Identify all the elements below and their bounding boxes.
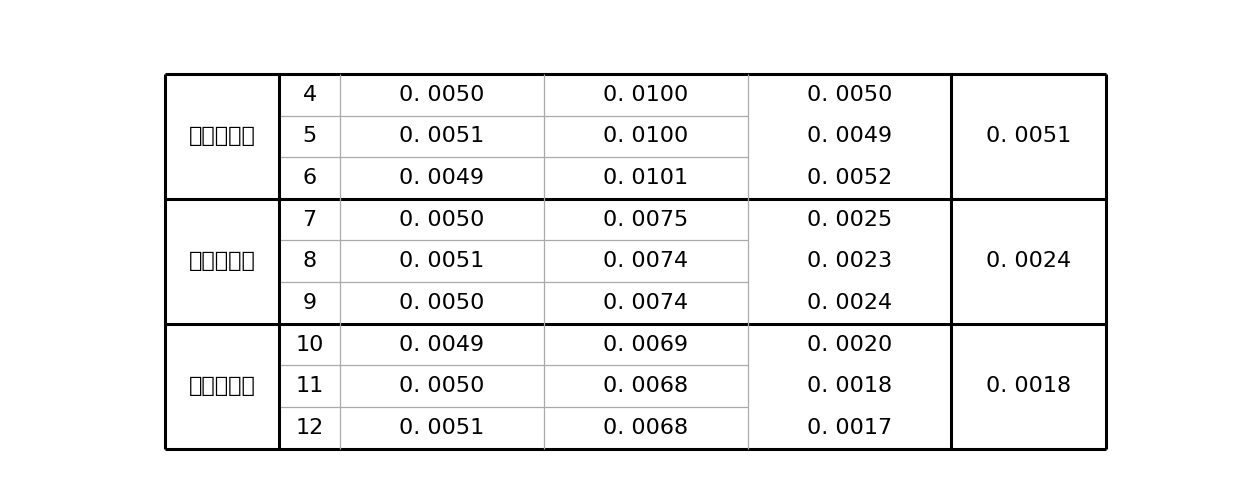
Text: 0. 0050: 0. 0050 bbox=[807, 85, 892, 105]
Text: 0. 0049: 0. 0049 bbox=[399, 168, 485, 188]
Text: 0. 0068: 0. 0068 bbox=[603, 418, 688, 438]
Text: 5: 5 bbox=[303, 126, 316, 146]
Text: 0. 0075: 0. 0075 bbox=[603, 210, 688, 230]
Text: 0. 0100: 0. 0100 bbox=[603, 126, 688, 146]
Text: 0. 0068: 0. 0068 bbox=[603, 376, 688, 396]
Text: 0. 0101: 0. 0101 bbox=[603, 168, 688, 188]
Text: 0. 0024: 0. 0024 bbox=[986, 252, 1071, 271]
Text: 8: 8 bbox=[303, 252, 316, 271]
Text: 0. 0051: 0. 0051 bbox=[986, 126, 1071, 146]
Text: 6: 6 bbox=[303, 168, 316, 188]
Text: 11: 11 bbox=[295, 376, 324, 396]
Text: 0. 0100: 0. 0100 bbox=[603, 85, 688, 105]
Text: 9: 9 bbox=[303, 293, 316, 313]
Text: 0. 0018: 0. 0018 bbox=[807, 376, 892, 396]
Text: 0. 0050: 0. 0050 bbox=[399, 376, 485, 396]
Text: 0. 0050: 0. 0050 bbox=[399, 210, 485, 230]
Text: 0. 0074: 0. 0074 bbox=[603, 293, 688, 313]
Text: 高剂量单元: 高剂量单元 bbox=[188, 376, 255, 396]
Text: 0. 0069: 0. 0069 bbox=[603, 334, 688, 355]
Text: 低剂量单元: 低剂量单元 bbox=[188, 126, 255, 146]
Text: 4: 4 bbox=[303, 85, 316, 105]
Text: 0. 0049: 0. 0049 bbox=[399, 334, 485, 355]
Text: 0. 0049: 0. 0049 bbox=[807, 126, 892, 146]
Text: 7: 7 bbox=[303, 210, 316, 230]
Text: 0. 0051: 0. 0051 bbox=[399, 252, 485, 271]
Text: 0. 0017: 0. 0017 bbox=[807, 418, 892, 438]
Text: 0. 0050: 0. 0050 bbox=[399, 85, 485, 105]
Text: 0. 0025: 0. 0025 bbox=[807, 210, 892, 230]
Text: 10: 10 bbox=[295, 334, 324, 355]
Text: 0. 0020: 0. 0020 bbox=[807, 334, 892, 355]
Text: 0. 0051: 0. 0051 bbox=[399, 418, 485, 438]
Text: 0. 0074: 0. 0074 bbox=[603, 252, 688, 271]
Text: 0. 0024: 0. 0024 bbox=[807, 293, 892, 313]
Text: 0. 0023: 0. 0023 bbox=[807, 252, 892, 271]
Text: 12: 12 bbox=[295, 418, 324, 438]
Text: 0. 0050: 0. 0050 bbox=[399, 293, 485, 313]
Text: 0. 0052: 0. 0052 bbox=[807, 168, 892, 188]
Text: 0. 0051: 0. 0051 bbox=[399, 126, 485, 146]
Text: 0. 0018: 0. 0018 bbox=[986, 376, 1071, 396]
Text: 中剂量单元: 中剂量单元 bbox=[188, 252, 255, 271]
